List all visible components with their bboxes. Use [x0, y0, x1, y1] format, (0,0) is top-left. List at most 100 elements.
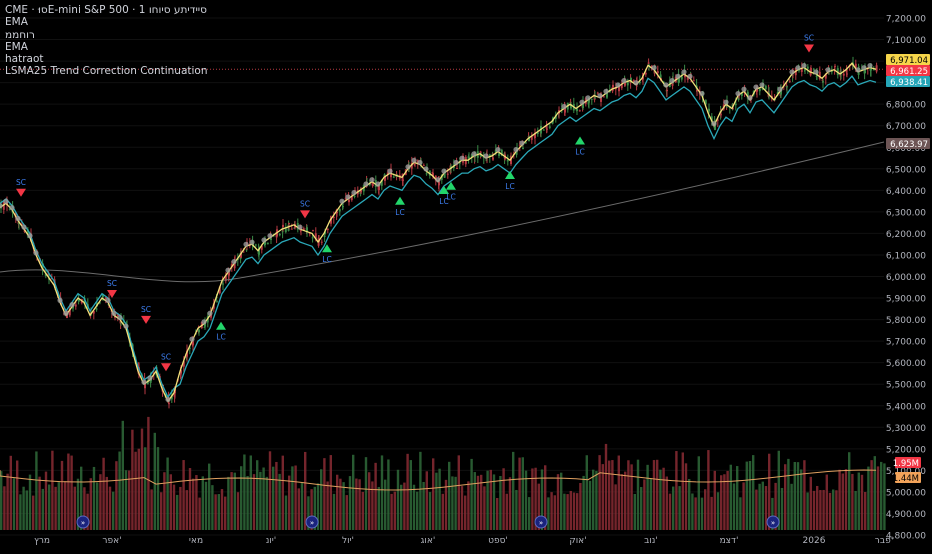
- volume-bar: [304, 451, 307, 530]
- candle-body: [62, 308, 65, 310]
- volume-bar: [528, 497, 531, 530]
- volume-bar: [566, 494, 569, 530]
- volume-bar: [540, 469, 544, 530]
- volume-bar: [60, 460, 64, 530]
- candle-body: [620, 84, 623, 89]
- volume-bar: [342, 482, 345, 530]
- candle-body: [470, 154, 473, 158]
- candle-body: [678, 75, 680, 83]
- volume-bar: [569, 490, 572, 530]
- volume-bar: [204, 481, 208, 530]
- candle-body: [360, 190, 362, 193]
- candle-body: [438, 181, 440, 186]
- signal-dot: [417, 159, 423, 166]
- y-tick-label: 6,700.00: [886, 122, 926, 132]
- legend-lsma25[interactable]: LSMA25 Trend Correction Continuation: [5, 65, 208, 78]
- signal-dot: [369, 177, 375, 183]
- legend-ema-1[interactable]: EMA: [5, 16, 28, 29]
- volume-bar: [76, 478, 80, 530]
- volume-bar: [585, 455, 588, 530]
- volume-bar: [761, 481, 764, 530]
- event-icon-glyph: »: [771, 519, 775, 527]
- volume-bar: [25, 490, 28, 530]
- candle-body: [216, 301, 218, 303]
- volume-bar: [448, 461, 451, 530]
- volume-bar: [713, 470, 716, 530]
- candle-body: [696, 89, 698, 92]
- legend-ema-2[interactable]: EMA: [5, 40, 28, 53]
- volume-badge-text: 1.44M: [893, 474, 919, 484]
- candle-body: [95, 308, 98, 310]
- volume-bar: [601, 464, 604, 530]
- volume-bar: [48, 484, 51, 530]
- volume-bar: [496, 497, 499, 530]
- legend-hatraot[interactable]: hatraot: [5, 53, 44, 66]
- symbol-title[interactable]: CME · סוּE-mini S&P 500 · 1 סיידיתע סיוח…: [5, 4, 207, 16]
- candle-body: [224, 275, 227, 282]
- signal-dot: [687, 73, 693, 79]
- candle-body: [834, 65, 836, 67]
- volume-bar: [28, 474, 32, 530]
- signal-dot: [345, 194, 351, 200]
- candle-body: [596, 92, 599, 94]
- volume-bar: [592, 469, 595, 530]
- candle-body: [336, 211, 338, 213]
- ema-slow-line: [0, 75, 877, 399]
- volume-bar: [172, 484, 176, 530]
- sc-label: SC: [804, 33, 814, 42]
- lsma-line: [0, 141, 885, 283]
- candle-body: [510, 156, 512, 165]
- candle-body: [846, 73, 848, 75]
- volume-badge: [895, 472, 921, 483]
- volume-bar: [32, 495, 35, 530]
- y-tick-label: 6,000.00: [886, 273, 926, 283]
- candle-body: [875, 65, 878, 72]
- candle-body: [548, 126, 551, 128]
- volume-bar: [345, 495, 348, 530]
- candle-body: [524, 142, 527, 144]
- price-badge: [886, 54, 930, 65]
- candle-body: [192, 341, 194, 346]
- volume-bar: [380, 455, 384, 530]
- candle-body: [542, 129, 545, 131]
- volume-bar: [678, 486, 681, 530]
- volume-bar: [179, 486, 182, 530]
- signal-dot: [261, 237, 267, 243]
- volume-bar: [243, 454, 246, 530]
- candle-body: [344, 197, 347, 200]
- volume-bar: [176, 494, 179, 530]
- volume-bar: [544, 465, 547, 530]
- legend-indicator-2[interactable]: רוחממ: [5, 28, 35, 41]
- volume-bar: [812, 490, 816, 530]
- signal-dot: [297, 224, 303, 230]
- volume-bar: [268, 451, 272, 530]
- volume-bar: [483, 486, 486, 530]
- signal-dot: [375, 181, 381, 187]
- candle-body: [258, 247, 260, 255]
- signal-dot: [123, 323, 129, 329]
- volume-bar: [374, 462, 377, 530]
- candle-body: [218, 286, 221, 294]
- volume-bar: [150, 489, 153, 530]
- volume-bar: [691, 493, 694, 530]
- candle-body: [578, 110, 581, 112]
- volume-bar: [438, 468, 441, 530]
- price-badge: [886, 138, 930, 149]
- x-tick-label: נוב': [644, 536, 658, 546]
- candle-body: [254, 244, 257, 246]
- candle-body: [590, 98, 593, 100]
- volume-bar: [147, 416, 150, 530]
- volume-bar: [352, 454, 355, 530]
- volume-bar: [777, 450, 780, 530]
- signal-dot: [225, 267, 231, 273]
- event-icon-glyph: »: [539, 519, 543, 527]
- volume-bar: [121, 420, 124, 530]
- signal-dot: [519, 140, 525, 146]
- volume-bar: [755, 489, 758, 530]
- candle-body: [692, 80, 695, 82]
- volume-bar: [633, 493, 636, 530]
- y-tick-label: 5,200.00: [886, 445, 926, 455]
- volume-bar: [144, 447, 147, 530]
